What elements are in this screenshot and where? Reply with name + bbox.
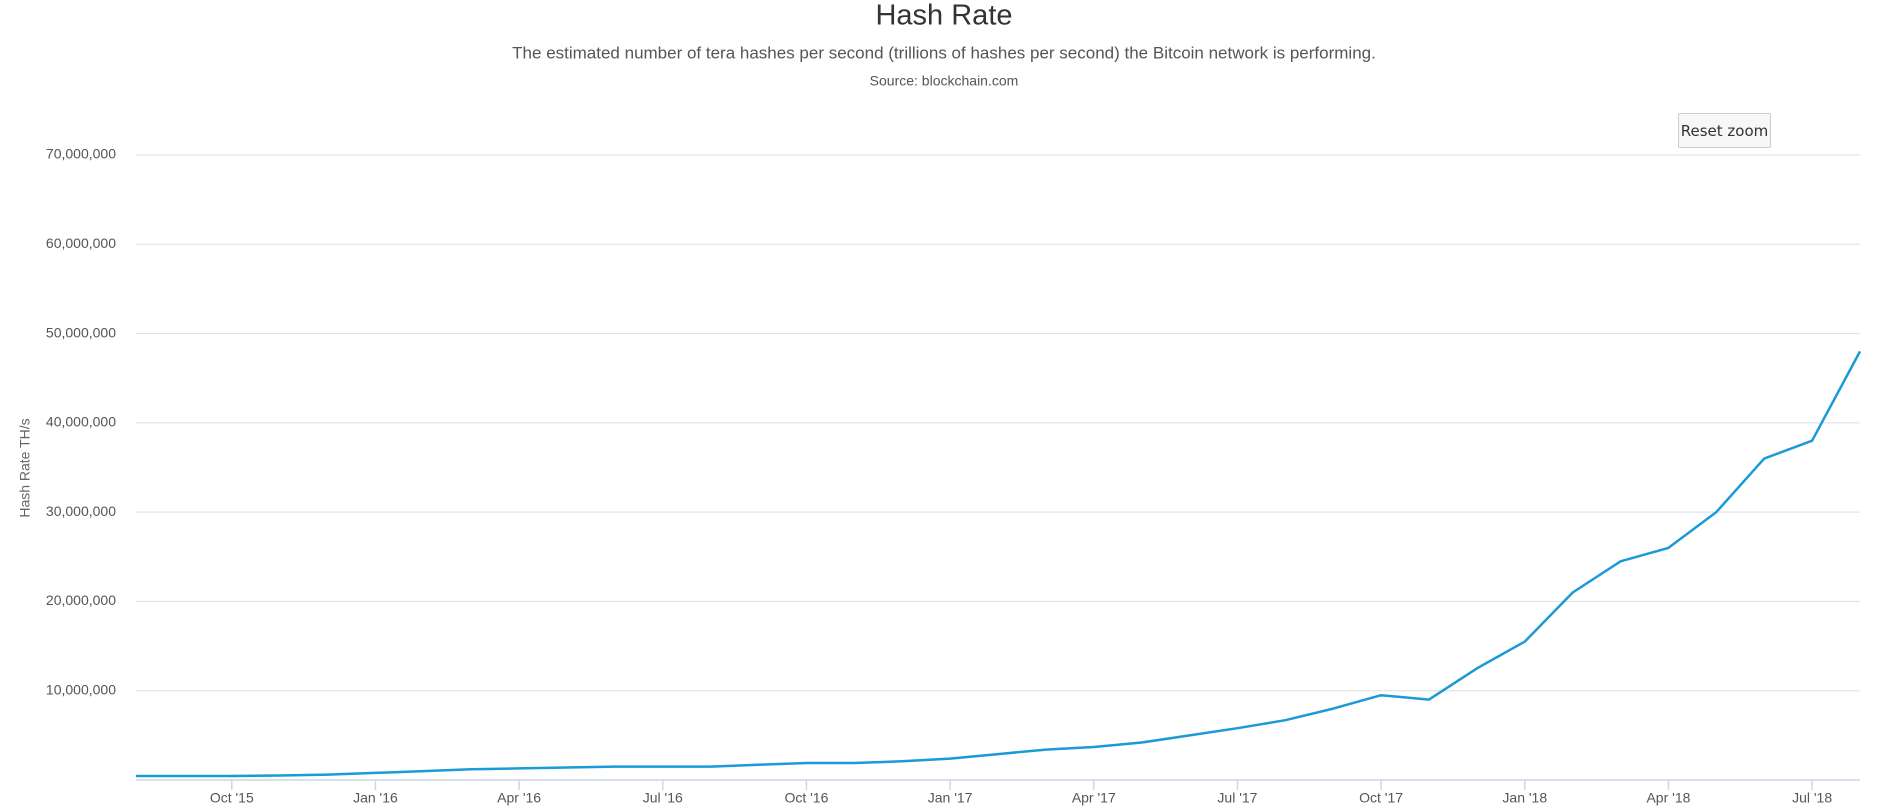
y-tick-label: 70,000,000	[46, 146, 116, 162]
x-tick-label: Jan '16	[353, 790, 398, 806]
x-tick-label: Apr '18	[1646, 790, 1690, 806]
x-tick-label: Jul '18	[1792, 790, 1832, 806]
x-tick-label: Oct '16	[784, 790, 828, 806]
data-line	[136, 350, 1862, 778]
x-tick-label: Jan '17	[928, 790, 973, 806]
x-tick-label: Jul '16	[643, 790, 683, 806]
y-axis-label: Hash Rate TH/s	[17, 418, 33, 517]
x-tick-label: Jul '17	[1217, 790, 1257, 806]
x-tick-label: Apr '16	[497, 790, 541, 806]
chart-subtitle: The estimated number of tera hashes per …	[512, 43, 1376, 62]
reset-zoom-button[interactable]: Reset zoom	[1678, 113, 1771, 148]
y-tick-label: 20,000,000	[46, 592, 116, 608]
x-tick-label: Jan '18	[1502, 790, 1547, 806]
y-tick-label: 30,000,000	[46, 503, 116, 519]
chart-title: Hash Rate	[875, 0, 1012, 32]
y-tick-label: 50,000,000	[46, 324, 116, 340]
x-tick-label: Apr '17	[1072, 790, 1116, 806]
y-tick-label: 40,000,000	[46, 414, 116, 430]
source: Source: blockchain.com	[870, 73, 1019, 89]
x-tick-label: Oct '17	[1359, 790, 1403, 806]
y-tick-label: 60,000,000	[46, 235, 116, 251]
y-tick-label: 10,000,000	[46, 681, 116, 697]
x-tick-label: Oct '15	[210, 790, 254, 806]
